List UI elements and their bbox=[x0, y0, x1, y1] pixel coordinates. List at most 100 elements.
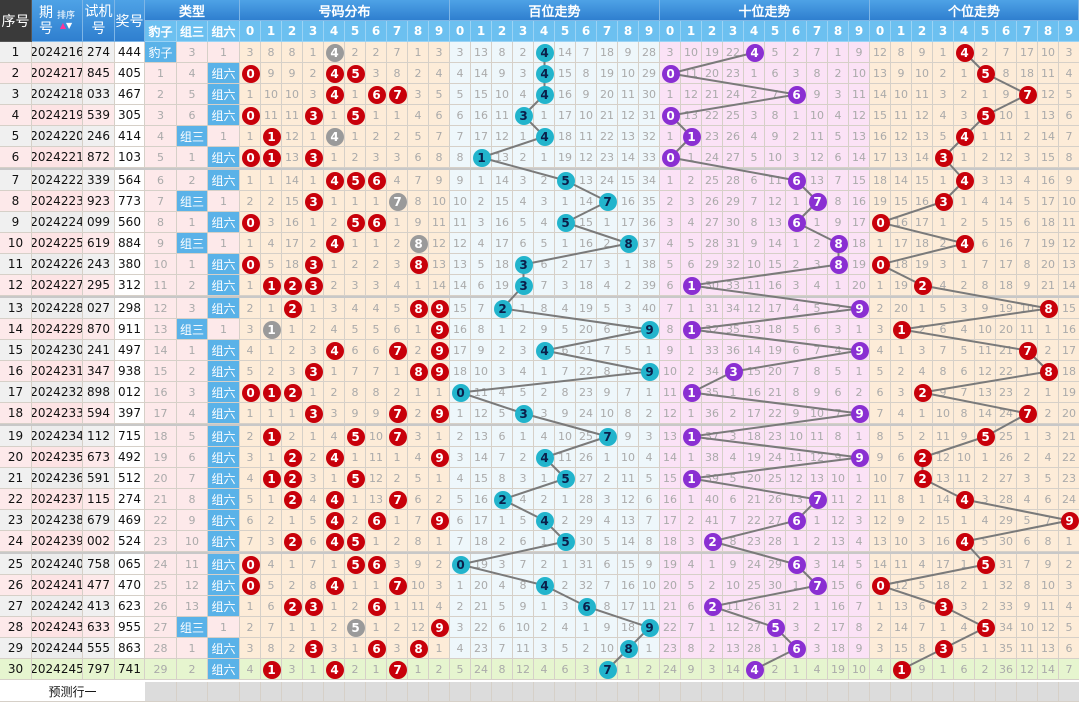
tens-cell: 2 bbox=[807, 531, 828, 552]
predict-cell[interactable] bbox=[660, 682, 681, 702]
predict-cell[interactable] bbox=[1059, 682, 1079, 702]
tens-cell: 38 bbox=[702, 447, 723, 468]
tens-cell: 15 bbox=[744, 361, 765, 382]
distribution-cell: 7 bbox=[429, 126, 450, 147]
predict-cell[interactable] bbox=[366, 682, 387, 702]
subheader-digit: 9 bbox=[429, 21, 450, 42]
predict-cell[interactable] bbox=[261, 682, 282, 702]
predict-cell[interactable] bbox=[1038, 682, 1059, 702]
units-cell: 11 bbox=[975, 340, 996, 361]
tens-cell: 10 bbox=[681, 42, 702, 63]
units-cell: 3 bbox=[975, 489, 996, 510]
distribution-cell: 3 bbox=[324, 638, 345, 659]
predict-cell[interactable] bbox=[723, 682, 744, 702]
distribution-cell: 1 bbox=[324, 596, 345, 617]
predict-cell[interactable] bbox=[208, 682, 240, 702]
units-cell: 6 bbox=[954, 361, 975, 382]
predict-cell[interactable] bbox=[303, 682, 324, 702]
predict-cell[interactable] bbox=[534, 682, 555, 702]
predict-cell[interactable] bbox=[513, 682, 534, 702]
predict-cell[interactable] bbox=[240, 682, 261, 702]
units-cell: 9 bbox=[996, 84, 1017, 105]
predict-cell[interactable] bbox=[555, 682, 576, 702]
predict-cell[interactable] bbox=[450, 682, 471, 702]
predict-cell[interactable] bbox=[345, 682, 366, 702]
predict-cell[interactable] bbox=[891, 682, 912, 702]
digit-ball: 6 bbox=[367, 597, 386, 616]
tens-cell: 2 bbox=[807, 617, 828, 638]
predict-cell[interactable] bbox=[954, 682, 975, 702]
tens-cell: 6 bbox=[786, 340, 807, 361]
tens-cell: 19 bbox=[744, 447, 765, 468]
distribution-cell: 4 bbox=[429, 596, 450, 617]
distribution-cell: 6 bbox=[240, 510, 261, 531]
distribution-cell: 1 bbox=[345, 233, 366, 254]
units-cell: 10 bbox=[870, 468, 891, 489]
predict-cell[interactable] bbox=[765, 682, 786, 702]
predict-cell[interactable] bbox=[429, 682, 450, 702]
predict-cell[interactable] bbox=[786, 682, 807, 702]
distribution-cell: 2 bbox=[366, 254, 387, 275]
header-issue[interactable]: 期号排序 ▲▼ bbox=[32, 0, 83, 42]
predict-cell[interactable] bbox=[870, 682, 891, 702]
row-seq: 24 bbox=[0, 531, 32, 552]
row-seq: 9 bbox=[0, 212, 32, 233]
predict-cell[interactable] bbox=[324, 682, 345, 702]
units-cell: 4 bbox=[1059, 596, 1079, 617]
distribution-cell: 3 bbox=[240, 319, 261, 340]
predict-cell[interactable] bbox=[597, 682, 618, 702]
distribution-cell: 9 bbox=[429, 170, 450, 191]
predict-cell[interactable] bbox=[1017, 682, 1038, 702]
distribution-cell: 4 bbox=[429, 63, 450, 84]
tens-cell: 12 bbox=[681, 84, 702, 105]
hundreds-cell: 2 bbox=[534, 554, 555, 575]
predict-cell[interactable] bbox=[576, 682, 597, 702]
tens-cell: 24 bbox=[702, 147, 723, 168]
sort-button[interactable]: 排序 ▲▼ bbox=[57, 11, 75, 31]
type-cell: 组六 bbox=[208, 170, 240, 191]
predict-cell[interactable] bbox=[282, 682, 303, 702]
units-cell: 4 bbox=[954, 319, 975, 340]
predict-cell[interactable] bbox=[492, 682, 513, 702]
predict-cell[interactable] bbox=[408, 682, 429, 702]
predict-cell[interactable] bbox=[849, 682, 870, 702]
predict-cell[interactable] bbox=[145, 682, 177, 702]
predict-cell[interactable] bbox=[387, 682, 408, 702]
predict-cell[interactable] bbox=[996, 682, 1017, 702]
hundreds-cell: 1 bbox=[513, 126, 534, 147]
predict-cell[interactable] bbox=[933, 682, 954, 702]
distribution-cell: 4 bbox=[240, 659, 261, 680]
predict-cell[interactable] bbox=[828, 682, 849, 702]
distribution-cell: 8 bbox=[345, 382, 366, 403]
tens-cell: 39 bbox=[702, 468, 723, 489]
tens-cell: 1 bbox=[660, 84, 681, 105]
hundreds-ball: 9 bbox=[640, 362, 659, 381]
distribution-cell: 1 bbox=[282, 617, 303, 638]
hundreds-cell: 8 bbox=[450, 147, 471, 168]
predict-cell[interactable] bbox=[744, 682, 765, 702]
units-cell: 3 bbox=[1059, 42, 1079, 63]
predict-cell[interactable] bbox=[975, 682, 996, 702]
units-cell: 2 bbox=[891, 361, 912, 382]
type-cell: 组六 bbox=[208, 275, 240, 296]
subheader-digit: 2 bbox=[912, 21, 933, 42]
hundreds-cell: 3 bbox=[534, 191, 555, 212]
predict-cell[interactable] bbox=[471, 682, 492, 702]
hundreds-ball: 4 bbox=[535, 576, 554, 595]
units-cell: 15 bbox=[933, 510, 954, 531]
hundreds-cell: 26 bbox=[576, 447, 597, 468]
predict-cell[interactable] bbox=[177, 682, 208, 702]
distribution-cell: 1 bbox=[324, 105, 345, 126]
hundreds-cell: 6 bbox=[471, 275, 492, 296]
units-cell: 1 bbox=[933, 42, 954, 63]
predict-cell[interactable] bbox=[681, 682, 702, 702]
subheader-digit: 4 bbox=[534, 21, 555, 42]
distribution-cell: 3 bbox=[282, 361, 303, 382]
hundreds-cell: 7 bbox=[639, 510, 660, 531]
predict-cell[interactable] bbox=[912, 682, 933, 702]
predict-cell[interactable] bbox=[702, 682, 723, 702]
predict-cell[interactable] bbox=[807, 682, 828, 702]
predict-cell[interactable] bbox=[618, 682, 639, 702]
predict-cell[interactable] bbox=[639, 682, 660, 702]
distribution-cell: 7 bbox=[345, 361, 366, 382]
